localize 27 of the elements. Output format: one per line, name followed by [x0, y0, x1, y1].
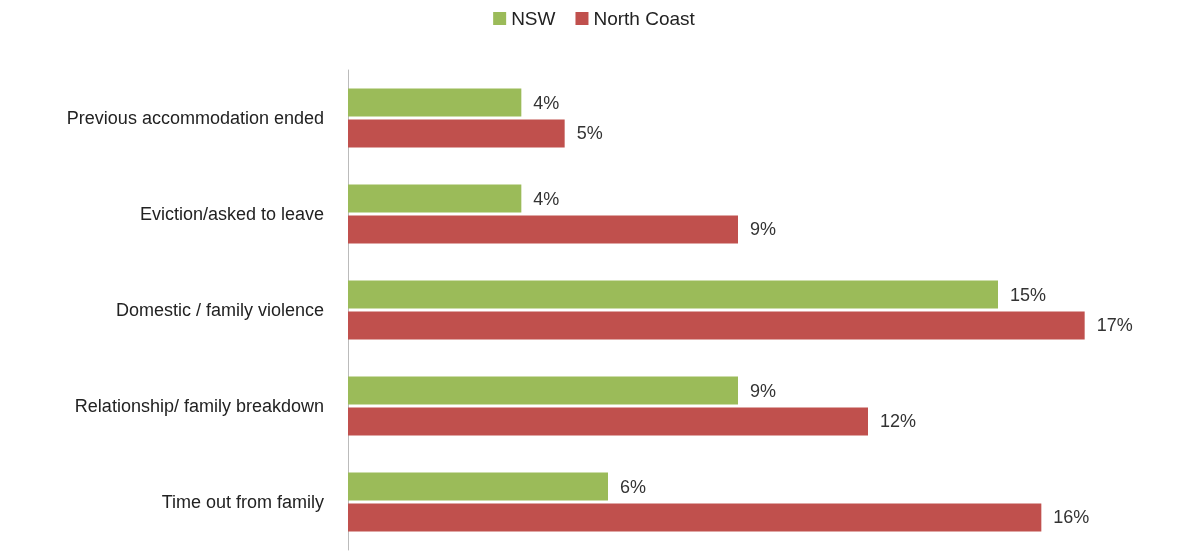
bar — [348, 503, 1042, 532]
bar — [348, 119, 565, 148]
bar — [348, 311, 1085, 340]
bar — [348, 215, 738, 244]
data-label: 4% — [533, 92, 560, 113]
bar — [348, 280, 998, 309]
y-tick-label: Time out from family — [161, 492, 324, 512]
y-tick-label: Eviction/asked to leave — [139, 204, 324, 224]
bar — [348, 472, 608, 501]
bar — [348, 88, 522, 117]
data-label: 5% — [576, 123, 603, 144]
data-label: 17% — [1096, 315, 1133, 336]
bar — [348, 376, 738, 405]
data-label: 15% — [1010, 284, 1047, 305]
data-label: 9% — [750, 380, 777, 401]
data-label: 16% — [1053, 507, 1090, 528]
y-tick-label: Relationship/ family breakdown — [74, 396, 324, 416]
y-tick-label: Previous accommodation ended — [66, 108, 324, 128]
data-label: 6% — [620, 476, 647, 497]
legend-label: NSW — [511, 8, 556, 29]
bar — [348, 407, 868, 436]
y-tick-label: Domestic / family violence — [115, 300, 324, 320]
data-label: 4% — [533, 188, 560, 209]
legend-label: North Coast — [593, 8, 696, 29]
data-label: 12% — [880, 411, 917, 432]
bar — [348, 184, 522, 213]
data-label: 9% — [750, 219, 777, 240]
